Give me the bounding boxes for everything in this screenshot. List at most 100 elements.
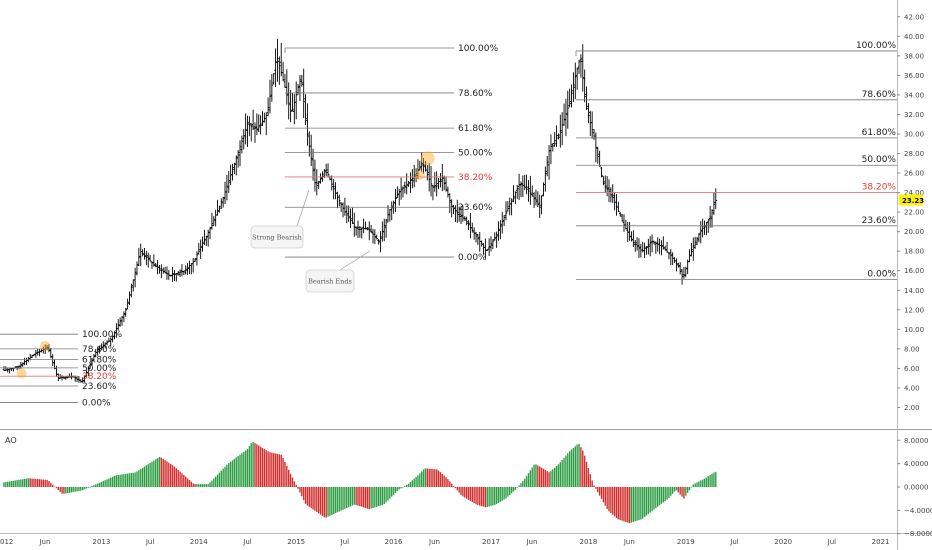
ohlc-bar [173, 269, 176, 281]
ohlc-bar [291, 92, 294, 112]
ohlc-bar [643, 242, 646, 259]
ao-plot [3, 441, 717, 524]
ohlc-bar [182, 270, 186, 276]
ohlc-bar [497, 221, 500, 241]
ohlc-bar [628, 221, 631, 241]
ohlc-bar [343, 197, 347, 216]
ohlc-bar [710, 209, 714, 228]
ohlc-bar [324, 163, 328, 177]
ao-bar [634, 487, 636, 522]
ao-bar [670, 487, 672, 496]
callout-text: Bearish Ends [308, 278, 352, 286]
annotation-layer[interactable]: Strong Bearish Bearish Ends [16, 151, 435, 379]
ao-bar [310, 487, 312, 509]
date-tick-label: 2021 [872, 538, 890, 546]
ao-tick-label: 0.0000 [904, 484, 929, 492]
last-price-label: 23.23 [902, 197, 924, 205]
ao-bar [602, 487, 605, 503]
ohlc-bar [549, 134, 553, 165]
ao-bar [111, 476, 114, 487]
ohlc-bar [622, 214, 626, 232]
ao-bar [671, 487, 674, 494]
ohlc-bar [156, 260, 159, 275]
ohlc-bar [42, 346, 45, 354]
ao-bar [540, 467, 543, 487]
ao-bar [658, 487, 661, 506]
fibonacci-layer[interactable]: 100.00%78.60%61.80%50.00%38.20%23.60%0.0… [0, 41, 897, 409]
ao-bar [160, 457, 163, 487]
ao-bar [183, 474, 185, 487]
ao-bar [190, 481, 193, 487]
ao-bar [244, 450, 247, 487]
ao-bar [209, 482, 211, 487]
ao-bar [241, 453, 243, 487]
ohlc-bar [699, 221, 703, 244]
ao-bar [524, 478, 526, 487]
ohlc-bar [218, 205, 221, 213]
ao-bar [368, 487, 370, 510]
ao-bar [10, 481, 13, 487]
date-tick-label: Jul [340, 538, 350, 546]
date-tick-label: Jun [38, 538, 50, 546]
ao-bar [582, 450, 584, 487]
ao-bar [452, 485, 455, 487]
ao-bar [686, 487, 689, 493]
ohlc-bar [272, 73, 276, 85]
fib-retracement-1[interactable]: 100.00% 78.60%61.80%50.00%38.20%23.60% 0.0… [0, 330, 122, 409]
callout-box[interactable] [250, 225, 304, 249]
fib-retracement-3[interactable]: 100.00% 78.60% 61.80% 50.00% 38.20% 23.60% 0.0… [575, 41, 897, 280]
ao-bar [136, 471, 138, 487]
ao-bar [516, 487, 518, 488]
ohlc-bar [568, 88, 571, 108]
ohlc-bar [341, 202, 345, 218]
ao-bar [593, 485, 595, 487]
ohlc-bar [105, 340, 109, 346]
ao-bar [542, 468, 545, 487]
ohlc-bar [457, 206, 461, 222]
fib-retracement-2[interactable]: 100.00% 78.60% 61.80% 50.00% 38.20% 23.60% 0.0… [284, 44, 498, 263]
ao-bar [158, 456, 161, 487]
ohlc-bar [276, 38, 279, 82]
callout-1[interactable]: Strong Bearish [250, 189, 310, 249]
ohlc-bar [409, 172, 412, 193]
ao-bar [479, 487, 481, 506]
ohlc-bar [590, 111, 594, 139]
ohlc-bar [253, 122, 257, 143]
ao-bar [492, 487, 494, 506]
ohlc-bar [313, 159, 317, 192]
callout-box[interactable] [305, 269, 355, 293]
ohlc-bar [469, 212, 472, 239]
ao-bar [286, 465, 288, 487]
ohlc-bar [677, 262, 680, 268]
ao-bar [61, 487, 63, 494]
ao-bar [72, 487, 75, 493]
ao-bar [338, 487, 340, 512]
ohlc-bar [480, 240, 483, 247]
callout-text: Strong Bearish [252, 234, 302, 242]
ohlc-bar [362, 218, 365, 234]
ohlc-bar [377, 239, 380, 245]
ohlc-bar [450, 199, 453, 218]
callout-2[interactable]: Bearish Ends [305, 250, 371, 293]
ao-bar [557, 464, 560, 487]
ohlc-bar [287, 82, 291, 120]
ao-bar [344, 487, 346, 509]
ao-bar [499, 487, 502, 502]
ohlc-bar [553, 131, 556, 147]
ao-bar [683, 487, 685, 499]
ao-tick-label: 4.0000 [904, 460, 929, 468]
ohlc-bar [515, 184, 519, 199]
ohlc-bars [2, 38, 718, 383]
ao-bar [636, 487, 638, 521]
ao-bar [409, 482, 412, 487]
ao-bar [666, 487, 668, 500]
ohlc-bar [420, 152, 423, 172]
ao-bar [376, 487, 378, 507]
ohlc-bar [412, 164, 416, 188]
ohlc-bar [270, 73, 274, 102]
ohlc-bar [375, 234, 379, 240]
ao-bar [50, 482, 52, 487]
ao-bar [619, 487, 621, 521]
ohlc-bar [285, 69, 289, 105]
